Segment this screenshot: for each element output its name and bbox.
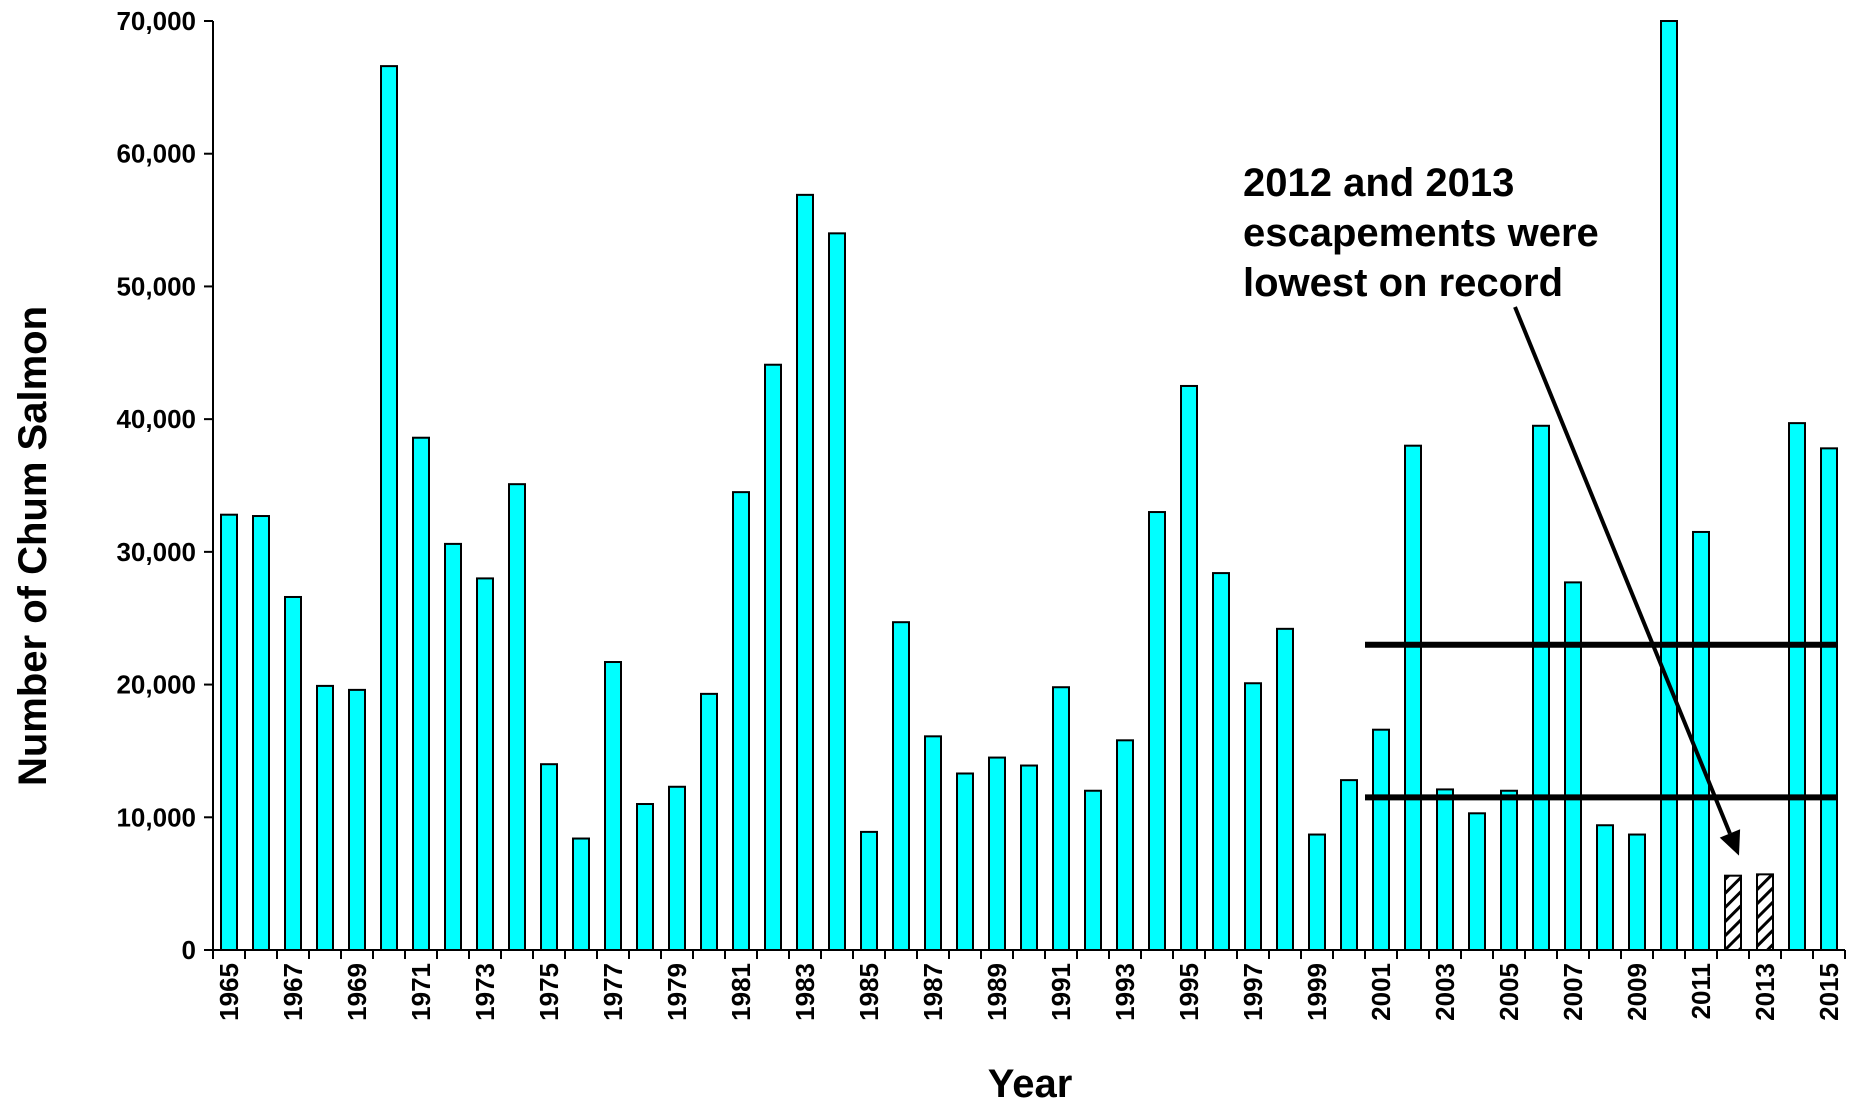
bar-1991 — [1052, 686, 1070, 951]
bar-1970 — [380, 65, 398, 951]
x-tick-label: 1971 — [406, 963, 436, 1021]
bar-1974 — [508, 483, 526, 951]
x-tick-label: 1987 — [918, 963, 948, 1021]
y-tick-label: 70,000 — [116, 6, 196, 36]
bar-2009 — [1628, 833, 1646, 951]
y-tick-label: 20,000 — [116, 670, 196, 700]
x-tick-label: 1969 — [342, 963, 372, 1021]
bar-1972 — [444, 542, 462, 951]
x-tick-label: 2005 — [1494, 963, 1524, 1021]
bar-1993 — [1116, 739, 1134, 951]
bar-2006 — [1532, 424, 1550, 951]
bar-1984 — [828, 232, 846, 952]
y-tick-label: 0 — [182, 935, 196, 965]
x-tick-label: 2001 — [1366, 963, 1396, 1021]
bar-1980 — [700, 692, 718, 952]
bar-2010 — [1660, 20, 1678, 951]
bar-1989 — [988, 756, 1006, 951]
bar-1995 — [1180, 384, 1198, 951]
x-tick-label: 1989 — [982, 963, 1012, 1021]
y-tick-label: 30,000 — [116, 537, 196, 567]
bar-1998 — [1276, 627, 1294, 951]
bar-1978 — [636, 803, 654, 951]
x-tick-label: 1983 — [790, 963, 820, 1021]
bar-1994 — [1148, 511, 1166, 951]
y-tick-label: 50,000 — [116, 271, 196, 301]
x-tick-label: 1991 — [1046, 963, 1076, 1021]
bar-1967 — [284, 595, 302, 951]
x-tick-label: 1993 — [1110, 963, 1140, 1021]
x-tick-label: 1981 — [726, 963, 756, 1021]
bar-1982 — [764, 363, 782, 952]
x-tick-label: 2013 — [1750, 963, 1780, 1021]
bar-2003 — [1436, 788, 1454, 951]
annotation-arrowhead — [1719, 829, 1741, 856]
bar-1999 — [1308, 833, 1326, 951]
bar-1986 — [892, 621, 910, 952]
bar-1990 — [1020, 764, 1038, 952]
x-tick-label: 1999 — [1302, 963, 1332, 1021]
x-tick-label: 2003 — [1430, 963, 1460, 1021]
y-axis-title: Number of Chum Salmon — [11, 306, 55, 786]
x-tick-label: 2011 — [1686, 963, 1716, 1019]
bar-1966 — [252, 515, 270, 951]
bar-1987 — [924, 735, 942, 952]
x-tick-label: 2007 — [1558, 963, 1588, 1021]
axes-group — [212, 21, 1845, 951]
bar-1975 — [540, 763, 558, 952]
bar-2001 — [1372, 728, 1390, 951]
bar-1996 — [1212, 572, 1230, 951]
bars-group — [220, 20, 1838, 952]
annotation: 2012 and 2013 escapements were lowest on… — [1243, 161, 1741, 856]
x-tick-label: 1995 — [1174, 963, 1204, 1021]
reference-lines-group — [1365, 641, 1837, 801]
x-tick-label: 2009 — [1622, 963, 1652, 1021]
annotation-line-3: lowest on record — [1243, 261, 1563, 305]
x-tick-label: 1997 — [1238, 963, 1268, 1021]
bar-1983 — [796, 193, 814, 951]
bar-2015 — [1820, 447, 1838, 951]
x-tick-label: 1977 — [598, 963, 628, 1021]
bar-1979 — [668, 785, 686, 951]
bar-2014 — [1788, 422, 1806, 952]
bar-2012 — [1724, 874, 1742, 951]
bar-1977 — [604, 661, 622, 951]
bar-1971 — [412, 436, 430, 952]
annotation-arrow — [1513, 306, 1732, 835]
bar-1976 — [572, 837, 590, 952]
bar-2000 — [1340, 779, 1358, 952]
bar-2011 — [1692, 530, 1710, 951]
y-tick-label: 40,000 — [116, 404, 196, 434]
bar-2002 — [1404, 444, 1422, 951]
y-tick-label: 60,000 — [116, 139, 196, 169]
bar-2005 — [1500, 789, 1518, 951]
bar-1997 — [1244, 682, 1262, 951]
x-tick-label: 1967 — [278, 963, 308, 1021]
annotation-line-1: 2012 and 2013 — [1243, 161, 1514, 205]
y-ticks-group: 0 10,000 20,000 30,000 40,000 50,000 60,000 70,… — [116, 6, 213, 965]
bar-1965 — [220, 513, 238, 951]
bar-2008 — [1596, 824, 1614, 952]
bar-1973 — [476, 577, 494, 952]
bar-1969 — [348, 688, 366, 951]
y-tick-label: 10,000 — [116, 802, 196, 832]
x-axis-title: Year — [988, 1062, 1073, 1106]
x-tick-label: 2015 — [1814, 963, 1844, 1021]
bar-2004 — [1468, 812, 1486, 951]
bar-1981 — [732, 491, 750, 951]
x-tick-label: 1965 — [214, 963, 244, 1021]
x-ticks-group: 1965 1967 1969 1971 1973 1975 1977 1979 1981 1983… — [212, 950, 1846, 1021]
x-tick-label: 1975 — [534, 963, 564, 1021]
x-tick-label: 1979 — [662, 963, 692, 1021]
bar-1985 — [860, 830, 878, 951]
x-tick-label: 1973 — [470, 963, 500, 1021]
bar-1992 — [1084, 789, 1102, 951]
annotation-line-2: escapements were — [1243, 211, 1599, 255]
bar-1968 — [316, 684, 334, 951]
bar-2007 — [1564, 581, 1582, 951]
bar-1988 — [956, 772, 974, 951]
bar-2013 — [1756, 873, 1774, 951]
x-tick-label: 1985 — [854, 963, 884, 1021]
